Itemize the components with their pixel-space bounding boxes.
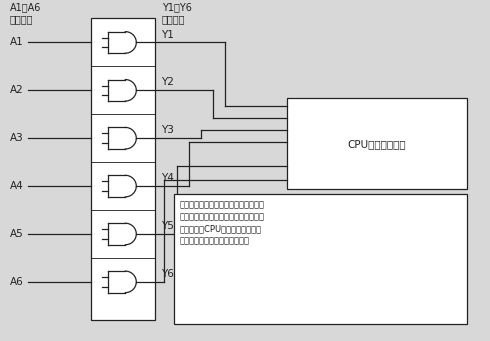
Text: 输入端电平变化，在内部电路处理后，
相应输出端就会呈高低电平变化，这个
电平被送到CPU处理，处理后，内
部电路处理后内部电路应的动作: 输入端电平变化，在内部电路处理后， 相应输出端就会呈高低电平变化，这个 电平被送… (180, 200, 265, 246)
Text: A2: A2 (9, 85, 23, 95)
Text: Y6: Y6 (161, 269, 174, 279)
Polygon shape (108, 79, 136, 101)
Text: CPU键控电路接口: CPU键控电路接口 (347, 139, 406, 149)
Text: Y4: Y4 (161, 173, 174, 183)
Bar (91, 18, 155, 320)
Polygon shape (108, 223, 136, 245)
Text: A1: A1 (9, 38, 23, 47)
Text: Y1～Y6: Y1～Y6 (162, 2, 192, 12)
Text: Y5: Y5 (161, 221, 174, 231)
Text: A5: A5 (9, 229, 23, 239)
Text: Y3: Y3 (161, 125, 174, 135)
Text: A3: A3 (9, 133, 23, 143)
Polygon shape (108, 128, 136, 149)
Polygon shape (108, 271, 136, 293)
Text: 信号输入: 信号输入 (9, 14, 33, 24)
Text: Y1: Y1 (161, 30, 174, 40)
Text: A6: A6 (9, 277, 23, 287)
Text: Y2: Y2 (161, 77, 174, 87)
Polygon shape (108, 32, 136, 53)
Bar (174, 194, 467, 324)
Polygon shape (108, 175, 136, 197)
Bar (287, 99, 467, 190)
Text: A1～A6: A1～A6 (9, 2, 41, 12)
Text: A4: A4 (9, 181, 23, 191)
Text: 信号输出: 信号输出 (162, 14, 185, 24)
